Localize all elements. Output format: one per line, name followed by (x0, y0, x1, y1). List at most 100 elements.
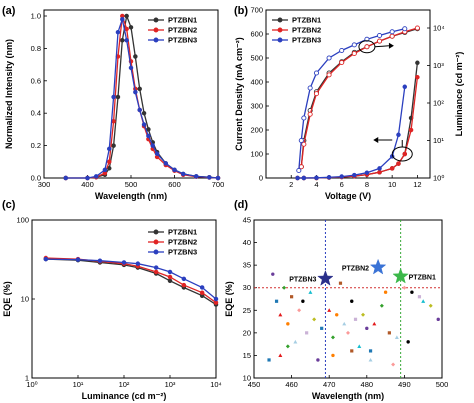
x-tick-label: 10³ (165, 380, 176, 389)
data-point-PTZBN3 (146, 133, 151, 139)
x-tick-label: 700 (212, 180, 225, 189)
data-point-PTZBN1 (128, 25, 134, 30)
data-point-PTZBN3 (215, 175, 221, 181)
x-tick-label: 480 (361, 380, 374, 389)
y-tick-label: 45 (243, 216, 251, 225)
literature-point (357, 344, 362, 348)
data-point-PTZBN3 (93, 174, 99, 179)
data-point-PTZBN3 (172, 167, 177, 173)
data-point-PTZBN1 (167, 278, 173, 284)
x-axis-title: Luminance (cd m⁻²) (82, 391, 167, 401)
data-point-PTZBN2 (124, 26, 129, 32)
legend-label-PTZBN3: PTZBN3 (292, 36, 321, 45)
literature-point (368, 357, 373, 362)
highlight-star-PTZBN2 (369, 258, 387, 275)
literature-point (308, 290, 313, 294)
literature-point (286, 322, 290, 326)
panel-label-c: (c) (2, 199, 16, 211)
y-tick-label: 10 (243, 374, 251, 383)
y-tick-label: 400 (250, 78, 263, 87)
x-tick-label: 500 (125, 180, 138, 189)
data-point-PTZBN2 (313, 91, 320, 97)
data-point-PTZBN3 (339, 47, 345, 54)
literature-point (394, 335, 399, 339)
y-tick-label: 100 (250, 150, 263, 159)
x-tick-label: 490 (398, 380, 411, 389)
literature-point (327, 308, 332, 312)
data-point-PTZBN1 (115, 94, 121, 100)
x-axis-title: Voltage (V) (325, 191, 371, 201)
x-tick-label: 10⁰ (26, 380, 37, 389)
literature-point (297, 308, 302, 313)
plot-frame (265, 9, 431, 179)
data-point-PTZBN1 (124, 13, 129, 19)
data-point-PTZBN3 (377, 166, 382, 171)
data-point-PTZBN3 (121, 260, 127, 265)
literature-point (301, 299, 305, 303)
x-axis-title: Wavelength (nm) (95, 191, 167, 201)
data-point-PTZBN3 (199, 285, 205, 290)
x-tick-label: 12 (413, 180, 421, 189)
data-point-PTZBN3 (402, 84, 408, 90)
data-point-PTZBN3 (326, 55, 332, 61)
star-label-PTZBN1: PTZBN1 (409, 274, 436, 281)
data-point-PTZBN3 (301, 115, 307, 121)
highlight-star-PTZBN3 (317, 269, 334, 286)
data-point-PTZBN3 (402, 26, 408, 32)
data-point-PTZBN3 (97, 258, 103, 263)
data-point-PTZBN3 (307, 85, 313, 91)
literature-point (417, 295, 422, 299)
x-tick-label: 470 (323, 380, 336, 389)
data-point-PTZBN3 (141, 122, 147, 127)
data-point-PTZBN2 (181, 282, 187, 288)
literature-point (285, 344, 290, 349)
panel-label-b: (b) (234, 5, 248, 17)
data-point-PTZBN2 (326, 72, 332, 78)
data-point-PTZBN3 (106, 146, 112, 152)
literature-point (338, 281, 343, 285)
legend-marker-PTZBN3 (153, 37, 159, 43)
literature-point (361, 312, 366, 317)
legend-marker-PTZBN3 (277, 37, 283, 43)
legend-marker-PTZBN1 (277, 17, 283, 23)
data-point-PTZBN2 (414, 25, 420, 31)
data-point-PTZBN1 (141, 110, 147, 116)
y-tick-label: 0.2 (31, 141, 41, 150)
literature-point (330, 335, 335, 340)
y-tick-label: 40 (243, 238, 251, 247)
data-point-PTZBN3 (339, 174, 344, 179)
x-tick-label: 600 (168, 180, 181, 189)
data-point-PTZBN3 (75, 257, 81, 262)
literature-point (278, 353, 283, 358)
panel-label-a: (a) (2, 5, 16, 17)
literature-point (350, 349, 354, 353)
x-tick-label: 6 (340, 180, 344, 189)
literature-point (383, 290, 388, 294)
literature-point (379, 303, 384, 308)
y-tick-label: 0 (259, 174, 263, 183)
legend-label-PTZBN1: PTZBN1 (168, 228, 197, 237)
highlight-star-PTZBN1 (392, 267, 409, 284)
legend-label-PTZBN3: PTZBN3 (168, 248, 197, 257)
legend-label-PTZBN1: PTZBN1 (168, 16, 197, 25)
y2-tick-label: 10² (433, 99, 444, 108)
literature-point (335, 313, 339, 317)
data-point-PTZBN2 (199, 290, 205, 295)
current-arrowhead (373, 137, 379, 143)
data-point-PTZBN2 (415, 74, 420, 80)
data-point-PTZBN3 (153, 265, 159, 270)
data-point-PTZBN1 (146, 127, 151, 132)
y2-axis-title: Luminance (cd m⁻²) (454, 52, 464, 137)
data-point-PTZBN2 (408, 127, 414, 133)
data-point-PTZBN3 (137, 107, 142, 113)
y-tick-label: 0.4 (31, 109, 41, 118)
y-tick-label: 200 (250, 126, 263, 135)
x-tick-label: 8 (365, 180, 369, 189)
data-point-PTZBN1 (133, 54, 138, 59)
x-axis-title: Wavelength (nm) (312, 391, 384, 401)
literature-point (274, 299, 279, 303)
legend-marker-PTZBN1 (153, 229, 159, 235)
data-point-PTZBN2 (402, 151, 408, 157)
x-tick-label: 10 (388, 180, 396, 189)
